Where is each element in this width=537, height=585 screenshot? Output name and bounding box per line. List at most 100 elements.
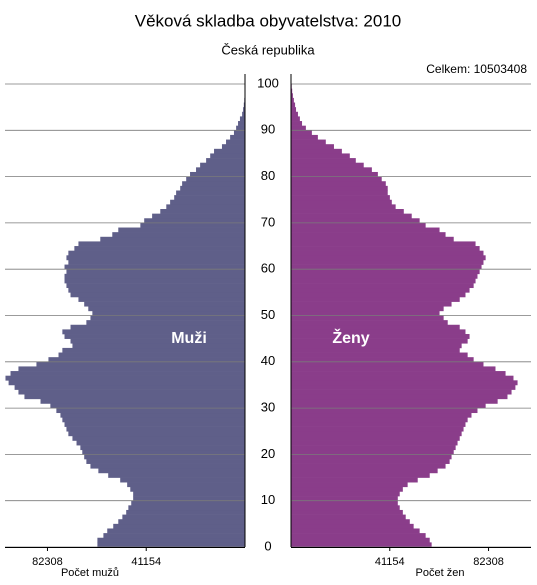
bar [62,329,245,335]
bar [291,139,326,145]
bar [152,213,245,219]
bar [242,111,245,117]
bar [70,324,246,330]
bar [291,445,456,451]
x-tick-label: 41154 [131,556,161,568]
bar [92,310,245,316]
bar [133,496,245,501]
bar [107,528,246,534]
y-tick-label: 30 [261,400,275,415]
bar [291,500,398,506]
bar [40,398,245,404]
bar [291,93,293,99]
bar [186,176,245,182]
bar [108,472,245,478]
bar [291,301,452,307]
bar [291,250,484,256]
bar [291,426,464,432]
bar [291,357,474,363]
bar [76,440,246,446]
bar [291,241,476,247]
bar [291,222,426,228]
bar [88,306,245,312]
bar [291,542,432,548]
bar [291,509,403,515]
series-label: Muži [171,330,207,347]
bar [291,310,440,316]
bar [291,421,466,427]
bar [291,528,420,534]
bar [291,347,460,353]
y-tick-label: 80 [261,168,275,183]
bar [84,454,245,460]
y-tick-label: 20 [261,446,275,461]
bar [291,366,496,372]
bar [97,537,246,543]
bar [160,209,245,214]
bar [291,482,408,488]
bar [230,134,245,140]
bar [66,255,245,261]
bar [291,361,484,367]
bar [291,204,396,210]
bar [118,519,245,525]
x-tick-label: 82308 [473,556,504,568]
bar [291,181,386,187]
bar [291,227,440,233]
bar [133,491,245,497]
bar [174,195,245,201]
bar [233,130,245,136]
bar [127,482,245,488]
bar [291,343,462,349]
bar [214,148,245,154]
bar [112,232,245,238]
bar [291,176,382,182]
bar [291,88,293,94]
bar [206,158,245,164]
bar [291,273,478,279]
bar [291,329,466,335]
bar [291,107,297,113]
bar [70,338,246,344]
bar [221,144,245,150]
bar [291,162,364,168]
bar [291,121,303,126]
bar [291,459,450,464]
bar [243,102,245,108]
bar [291,246,480,251]
bar [200,162,245,168]
chart-title: Věková skladba obyvatelstva: 2010 [135,11,402,30]
bar [86,459,245,464]
bar [103,533,246,539]
bar [291,296,460,302]
bar [130,486,245,492]
bar [291,292,466,298]
bar [291,125,306,131]
bar [291,264,482,270]
bar [291,167,372,173]
bar [24,394,245,400]
bar [48,357,245,363]
bar [118,227,245,233]
bar [131,500,245,506]
bar [78,241,245,247]
y-tick-label: 70 [261,214,275,229]
bar [78,296,245,302]
bar [291,259,484,265]
bar [18,389,245,395]
bar [180,185,245,191]
bar [14,384,245,390]
bar [291,431,462,437]
y-tick-label: 100 [257,75,279,90]
bar [291,352,468,358]
bar [126,509,245,515]
bar [291,486,403,492]
bar [291,472,430,478]
bar [140,222,245,228]
bar [291,477,418,483]
bar [291,171,378,177]
bar [144,218,245,224]
bar [291,380,518,386]
